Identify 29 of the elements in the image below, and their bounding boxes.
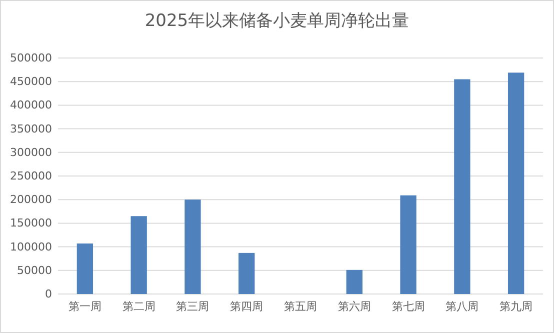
x-tick-label: 第六周 [338, 300, 371, 313]
bar [184, 200, 201, 294]
bar [508, 72, 524, 294]
y-tick-label: 400000 [10, 98, 52, 112]
x-tick-label: 第九周 [500, 300, 533, 313]
bar [130, 216, 147, 294]
y-tick-label: 500000 [10, 52, 52, 65]
y-tick-label: 450000 [10, 75, 52, 88]
x-tick-label: 第五周 [284, 300, 317, 313]
x-tick-label: 第七周 [392, 300, 425, 313]
y-tick-label: 100000 [10, 240, 52, 254]
bar [400, 195, 416, 294]
y-tick-label: 300000 [10, 146, 52, 159]
y-tick-label: 50000 [17, 264, 52, 277]
y-tick-label: 250000 [10, 170, 52, 183]
chart-title: 2025年以来储备小麦单周净轮出量 [144, 11, 410, 31]
bar [454, 79, 470, 294]
y-tick-label: 0 [45, 288, 52, 301]
y-tick-label: 150000 [10, 216, 52, 230]
bar [76, 243, 94, 294]
x-tick-label: 第二周 [122, 300, 156, 313]
x-tick-label: 第四周 [230, 300, 264, 313]
bar [346, 270, 362, 294]
y-tick-label: 350000 [10, 122, 52, 136]
x-tick-label: 第三周 [176, 300, 210, 313]
bar [238, 252, 255, 294]
x-tick-label: 第一周 [68, 300, 102, 313]
x-tick-label: 第八周 [446, 300, 479, 313]
y-tick-label: 200000 [10, 193, 52, 206]
